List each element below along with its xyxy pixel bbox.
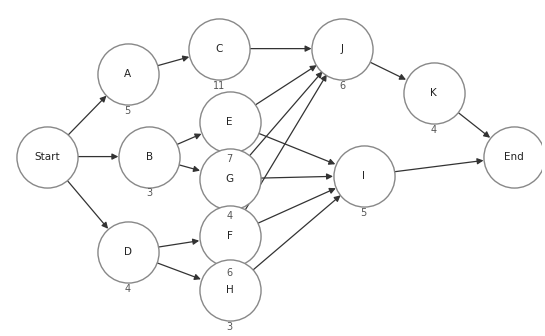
Text: B: B [146, 152, 153, 162]
Text: 4: 4 [125, 284, 131, 294]
Text: 6: 6 [227, 268, 233, 278]
Text: A: A [124, 69, 131, 79]
Text: K: K [430, 88, 437, 98]
Text: 3: 3 [146, 188, 152, 199]
Text: 4: 4 [431, 125, 437, 135]
Text: Start: Start [34, 152, 60, 162]
Text: 5: 5 [124, 106, 131, 116]
Text: 4: 4 [227, 211, 233, 221]
Text: J: J [341, 44, 344, 54]
Text: F: F [227, 231, 233, 241]
Text: C: C [215, 44, 222, 54]
Text: D: D [124, 247, 131, 257]
Text: E: E [226, 117, 233, 127]
Text: 11: 11 [213, 81, 225, 90]
Text: 3: 3 [227, 322, 233, 332]
Text: H: H [226, 285, 233, 295]
Text: 7: 7 [226, 154, 233, 164]
Text: End: End [504, 152, 524, 162]
Text: I: I [362, 171, 365, 181]
Text: 5: 5 [361, 208, 367, 217]
Text: G: G [226, 174, 234, 184]
Text: 6: 6 [339, 81, 346, 90]
